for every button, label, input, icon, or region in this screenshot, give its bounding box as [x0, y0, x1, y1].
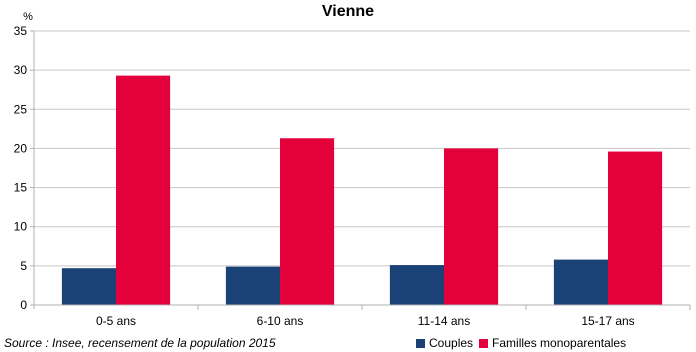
bar-familles-monoparentales — [608, 151, 663, 305]
bars — [61, 75, 663, 305]
bar-familles-monoparentales — [280, 138, 335, 305]
bar-couples — [225, 266, 280, 305]
chart-title: Vienne — [322, 3, 374, 20]
bar-couples — [61, 268, 116, 305]
y-tick-label: 15 — [14, 181, 28, 195]
bar-familles-monoparentales — [444, 148, 499, 305]
x-tick-label: 15-17 ans — [581, 314, 634, 328]
y-tick-label: 25 — [14, 102, 28, 116]
bar-couples — [389, 265, 444, 305]
y-tick-label: 35 — [14, 24, 28, 38]
legend-swatch-couples — [416, 338, 425, 348]
legend-swatch-familles-monoparentales — [479, 338, 489, 348]
x-tick-label: 6-10 ans — [257, 314, 304, 328]
y-tick-label: 20 — [14, 141, 28, 155]
y-tick-label: 0 — [20, 298, 27, 312]
legend-label-familles-monoparentales: Familles monoparentales — [492, 336, 627, 350]
y-axis-ticks: 0 5 10 15 20 25 30 35 — [14, 24, 34, 312]
x-tick-label: 11-14 ans — [418, 314, 470, 328]
legend-item-couples: Couples — [416, 336, 473, 350]
legend: Couples Familles monoparentales — [416, 336, 632, 350]
bar-couples — [553, 259, 608, 305]
source-note: Source : Insee, recensement de la popula… — [4, 336, 276, 350]
legend-label-couples: Couples — [429, 336, 474, 350]
axes — [30, 31, 690, 309]
bar-familles-monoparentales — [116, 75, 171, 305]
legend-item-familles-monoparentales: Familles monoparentales — [479, 336, 626, 350]
y-tick-label: 5 — [20, 259, 27, 273]
y-tick-label: 10 — [14, 220, 28, 234]
y-tick-label: 30 — [14, 63, 28, 77]
x-tick-label: 0-5 ans — [96, 314, 136, 328]
x-axis-ticks: 0-5 ans 6-10 ans 11-14 ans 15-17 ans — [96, 305, 691, 328]
y-axis-unit-label: % — [23, 11, 33, 23]
